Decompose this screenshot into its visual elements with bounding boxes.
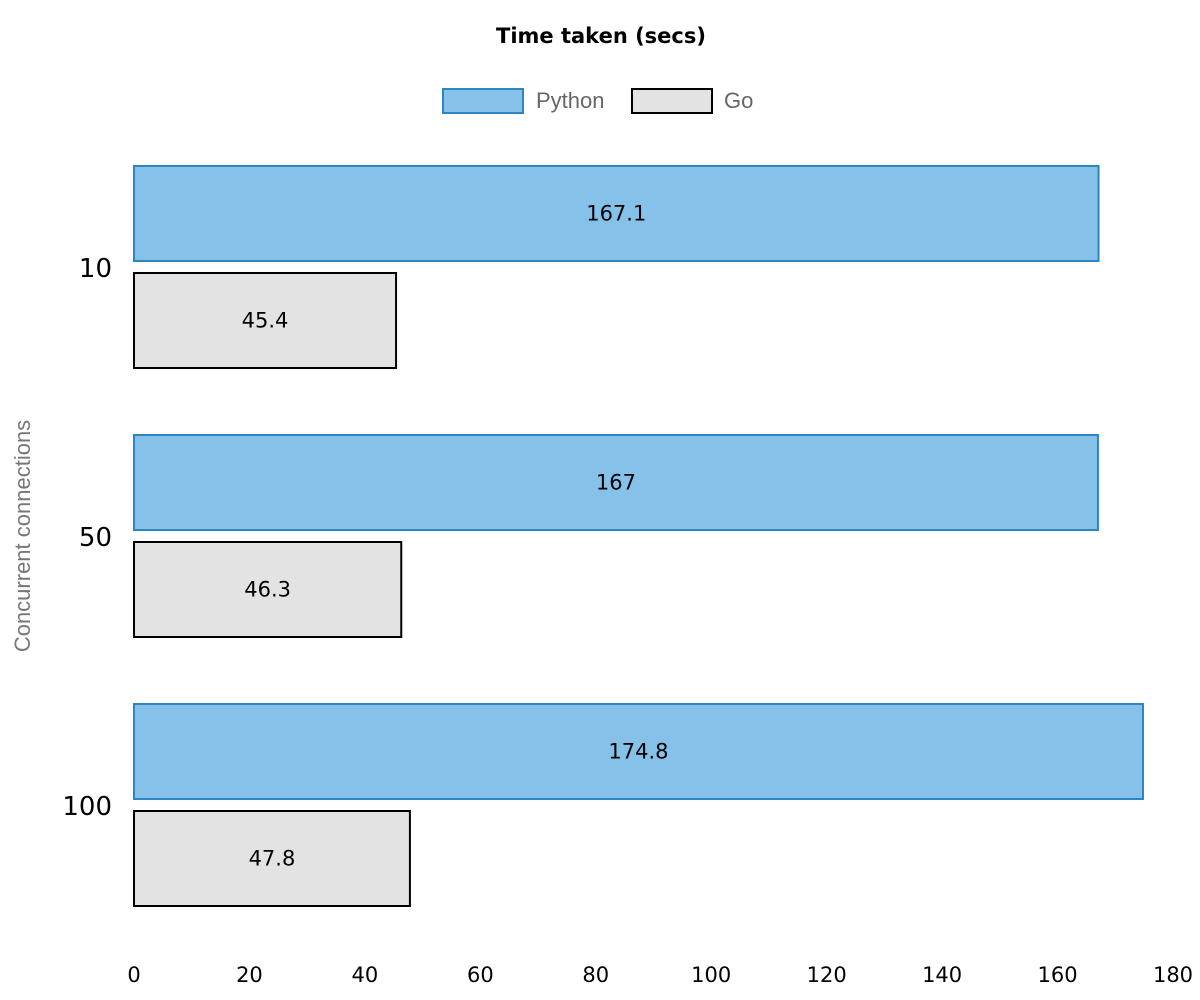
data-label-go-100: 47.8 — [249, 847, 296, 871]
bar-python-50 — [133, 434, 1099, 531]
x-tick-60: 60 — [467, 963, 494, 987]
data-label-go-50: 46.3 — [244, 578, 291, 602]
x-tick-40: 40 — [352, 963, 379, 987]
legend-swatch-go — [631, 88, 713, 114]
bars-group — [133, 165, 1144, 907]
category-label-50: 50 — [79, 523, 112, 553]
x-tick-120: 120 — [807, 963, 847, 987]
y-axis-label: Concurrent connections — [10, 420, 35, 652]
x-tick-160: 160 — [1038, 963, 1078, 987]
legend: Python Go — [442, 88, 753, 114]
x-tick-100: 100 — [691, 963, 731, 987]
data-label-python-50: 167 — [596, 471, 636, 495]
chart-title: Time taken (secs) — [496, 24, 706, 48]
x-tick-140: 140 — [922, 963, 962, 987]
bar-python-10 — [133, 165, 1100, 262]
x-tick-0: 0 — [127, 963, 140, 987]
category-labels-group: 10 50 100 — [62, 254, 112, 822]
bar-go-100 — [133, 810, 411, 907]
x-axis-ticks: 0 20 40 60 80 100 120 140 160 180 — [127, 963, 1193, 987]
category-label-10: 10 — [79, 254, 112, 284]
legend-label-go: Go — [724, 88, 753, 113]
category-label-100: 100 — [62, 792, 112, 822]
data-label-python-10: 167.1 — [586, 202, 646, 226]
x-tick-180: 180 — [1153, 963, 1193, 987]
data-label-python-100: 174.8 — [608, 740, 668, 764]
legend-label-python: Python — [536, 88, 605, 113]
bar-python-100 — [133, 703, 1144, 800]
legend-swatch-python — [442, 88, 524, 114]
bar-go-50 — [133, 541, 403, 638]
bar-go-10 — [133, 272, 398, 369]
x-tick-80: 80 — [582, 963, 609, 987]
x-tick-20: 20 — [236, 963, 263, 987]
data-labels-group: 167.1 45.4 167 46.3 174.8 47.8 — [242, 202, 669, 871]
data-label-go-10: 45.4 — [242, 309, 289, 333]
